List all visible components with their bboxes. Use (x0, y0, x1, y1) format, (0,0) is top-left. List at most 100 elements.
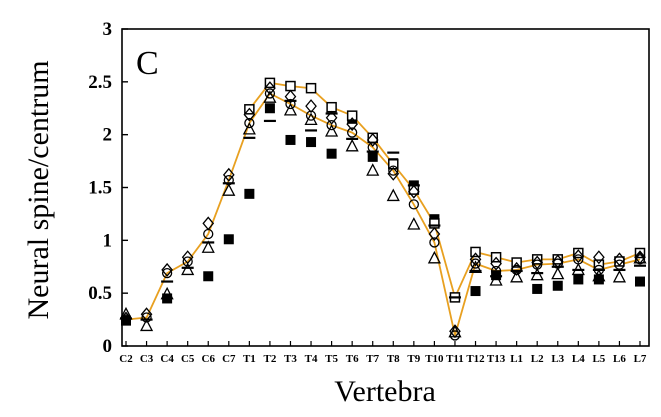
x-tick-label: L3 (551, 353, 564, 365)
y-axis-title: Neural spine/centrum (22, 60, 55, 319)
data-point-open-diamond (613, 252, 626, 267)
data-point-open-triangle (551, 266, 565, 280)
data-point-open-circle (305, 110, 317, 121)
data-point-open-square (346, 110, 358, 121)
x-tick-label: L5 (592, 353, 605, 365)
data-point-open-square (285, 80, 296, 92)
x-tick-label: T4 (305, 353, 318, 365)
data-point-open-circle (285, 98, 296, 110)
data-point-open-circle (388, 165, 399, 176)
data-point-open-triangle (612, 269, 627, 283)
data-point-open-diamond (572, 249, 585, 264)
data-point-filled-square (470, 286, 481, 297)
data-point-open-triangle (201, 240, 215, 253)
x-tick-label: T12 (466, 353, 485, 365)
data-point-open-circle (326, 120, 337, 131)
data-point-open-diamond (222, 167, 235, 182)
data-point-open-triangle (345, 138, 359, 152)
data-point-open-triangle (489, 273, 503, 286)
data-point-filled-square (264, 103, 275, 114)
data-point-open-diamond (387, 166, 400, 181)
x-tick-label: C3 (140, 353, 154, 365)
data-point-open-triangle (530, 267, 544, 281)
x-tick-label: C7 (222, 353, 236, 365)
x-tick-label: T11 (446, 353, 464, 365)
data-point-open-square (531, 254, 543, 265)
data-point-filled-square (573, 274, 584, 285)
data-point-open-circle (408, 199, 419, 210)
x-tick-label: T13 (487, 353, 506, 365)
data-point-open-triangle (181, 262, 195, 276)
x-tick-label: L1 (510, 353, 523, 365)
data-point-open-circle (264, 88, 276, 99)
data-point-filled-square (244, 188, 255, 199)
data-point-open-triangle (366, 163, 380, 176)
y-tick-label: 0 (103, 336, 113, 357)
x-tick-label: L6 (613, 353, 626, 365)
data-point-filled-square (203, 271, 214, 282)
x-tick-label: L7 (634, 353, 647, 365)
y-tick-label: 1.5 (88, 178, 112, 199)
y-tick-label: 2.5 (88, 72, 112, 93)
x-tick-label: C4 (160, 353, 174, 365)
data-point-open-diamond (490, 256, 502, 271)
data-point-open-circle (470, 258, 481, 269)
data-point-open-triangle (448, 324, 462, 338)
data-point-open-triangle (242, 121, 256, 135)
x-tick-label: T1 (243, 353, 256, 365)
data-point-open-circle (203, 228, 214, 240)
data-point-open-diamond (593, 250, 605, 265)
data-point-open-diamond (264, 81, 276, 96)
data-point-open-square (326, 101, 337, 113)
y-tick-label: 3 (103, 19, 113, 40)
data-point-open-triangle (304, 112, 318, 126)
data-point-open-triangle (468, 260, 483, 273)
data-point-filled-square (223, 234, 234, 245)
x-tick-label: T2 (263, 353, 276, 365)
x-tick-label: L4 (572, 353, 585, 365)
x-tick-label: L2 (531, 353, 544, 365)
data-point-open-diamond (325, 110, 338, 125)
series-lines (125, 81, 641, 336)
data-point-open-square (593, 259, 605, 270)
data-point-open-diamond (428, 226, 441, 242)
data-points (119, 77, 647, 341)
x-tick-label: C2 (119, 353, 133, 365)
data-point-open-triangle (283, 102, 298, 116)
data-point-open-triangle (263, 90, 277, 103)
data-point-open-triangle (139, 318, 154, 332)
series-line (248, 81, 641, 301)
data-point-open-diamond (407, 184, 420, 199)
data-point-open-diamond (366, 132, 379, 147)
y-axis: 0 0.5 1 1.5 2 2.5 3 (88, 19, 128, 357)
data-point-open-diamond (346, 117, 359, 132)
x-axis: C2 C3 C4 C5 C6 C7 T1 T2 T3 T4 T5 T6 T7 T8 T9 T10 T11 T12 T… (119, 341, 647, 365)
x-tick-label: T6 (346, 353, 359, 365)
data-point-open-circle (634, 254, 646, 265)
x-axis-title: Vertebra (334, 375, 436, 408)
y-tick-label: 2 (103, 125, 113, 146)
data-point-open-circle (182, 256, 193, 267)
plot-frame (121, 28, 650, 347)
series-line (125, 92, 641, 336)
data-point-open-circle (347, 127, 358, 138)
x-tick-label: T7 (366, 353, 379, 365)
data-point-open-triangle (386, 188, 400, 202)
x-tick-label: T8 (387, 353, 400, 365)
x-tick-label: T10 (425, 353, 444, 365)
panel-label: C (136, 45, 159, 82)
data-point-open-square (470, 246, 481, 258)
x-tick-label: C6 (202, 353, 216, 365)
data-point-open-triangle (633, 250, 647, 264)
data-point-filled-square (367, 151, 378, 162)
data-point-open-diamond (305, 99, 317, 114)
data-point-open-triangle (407, 217, 421, 230)
data-point-filled-square (532, 283, 543, 294)
data-point-open-diamond (161, 262, 173, 277)
data-point-filled-square (635, 276, 645, 287)
x-tick-label: T3 (284, 353, 297, 365)
data-point-open-circle (429, 237, 440, 248)
data-point-open-triangle (510, 269, 524, 283)
data-point-open-triangle (160, 286, 174, 300)
